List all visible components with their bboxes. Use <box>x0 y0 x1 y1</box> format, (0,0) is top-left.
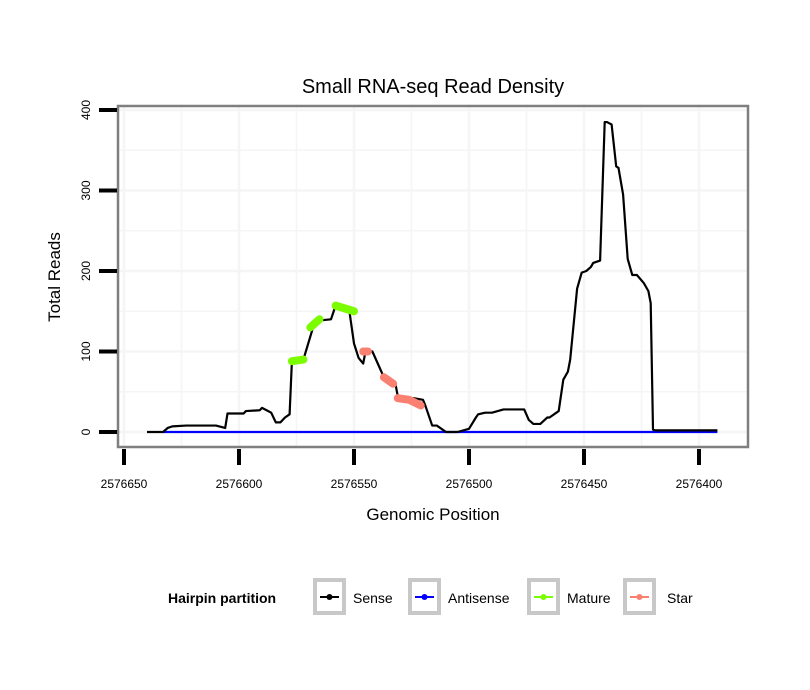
series-layer <box>147 120 718 434</box>
legend-label: Sense <box>353 590 393 606</box>
legend-key-point <box>636 594 643 600</box>
x-axis: 2576650 2576600 2576550 2576500 2576450 25764… <box>101 449 723 491</box>
legend-label: Star <box>667 590 693 606</box>
plot-panel <box>116 104 750 449</box>
series-star-segment <box>393 394 425 410</box>
series-mature-segment <box>306 315 324 332</box>
y-tick-label: 400 <box>79 100 93 120</box>
x-axis-label: Genomic Position <box>366 505 499 524</box>
x-tick-label: 2576600 <box>216 477 263 491</box>
x-tick-label: 2576650 <box>101 477 148 491</box>
panel-border <box>116 104 750 449</box>
series-mature-segment <box>287 355 308 366</box>
panel-background <box>118 106 748 447</box>
y-tick-label: 100 <box>79 341 93 361</box>
legend-key-point <box>421 594 428 600</box>
x-tick-label: 2576450 <box>561 477 608 491</box>
series-sense-line <box>147 120 718 434</box>
legend-title: Hairpin partition <box>168 590 276 606</box>
legend-item-star: Star <box>623 578 693 615</box>
x-tick-label: 2576400 <box>676 477 723 491</box>
legend-label: Antisense <box>448 590 510 606</box>
legend: Hairpin partition Sense Antisense Mature St… <box>168 578 693 615</box>
y-axis: 0 100 200 300 400 <box>79 100 117 435</box>
legend-item-sense: Sense <box>313 578 393 615</box>
series-mature-segment <box>331 301 358 316</box>
y-tick-label: 300 <box>79 180 93 200</box>
legend-key-point <box>326 594 333 600</box>
y-tick-label: 0 <box>79 428 93 435</box>
y-axis-label: Total Reads <box>45 232 64 322</box>
x-tick-label: 2576500 <box>446 477 493 491</box>
legend-key-box <box>408 578 441 615</box>
chart-title: Small RNA-seq Read Density <box>302 76 564 98</box>
legend-item-antisense: Antisense <box>408 578 510 615</box>
legend-label: Mature <box>567 590 611 606</box>
series-star-segment <box>379 373 398 388</box>
y-tick-label: 200 <box>79 261 93 281</box>
legend-item-mature: Mature <box>527 578 611 615</box>
legend-key-box <box>623 578 656 615</box>
legend-key-point <box>540 594 547 600</box>
x-tick-label: 2576550 <box>331 477 378 491</box>
